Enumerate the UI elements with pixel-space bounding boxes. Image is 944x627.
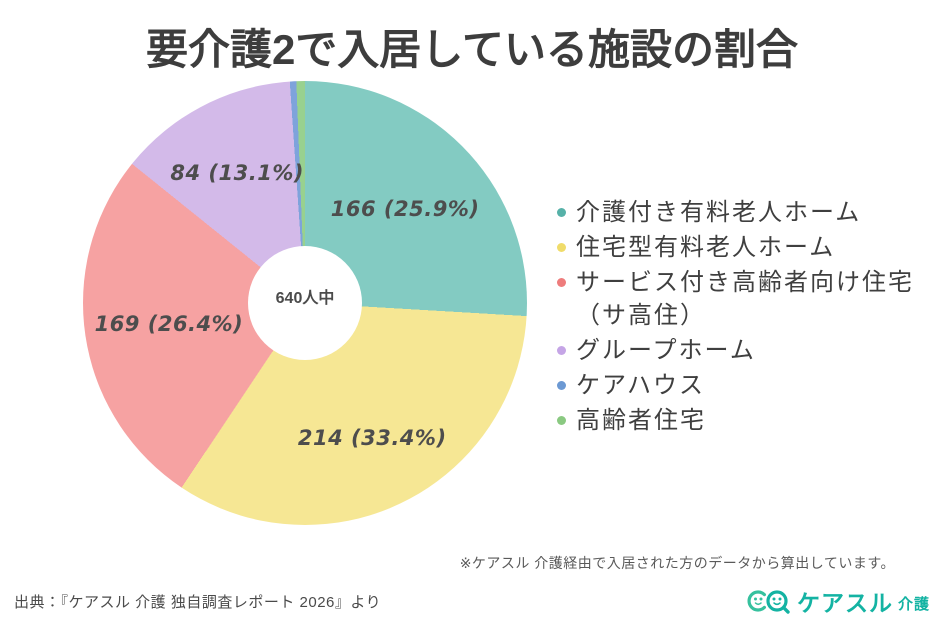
donut-center: 640人中 [248,246,362,360]
legend-label: 高齢者住宅 [576,407,706,434]
legend-dot-icon [557,278,566,287]
smiley-magnifier-logo-icon [747,590,790,614]
slice-value-label: 169 (26.4%) [94,311,244,336]
brand-logo: ケアスル 介護 [746,584,930,618]
footnote: ※ケアスル 介護経由で入居された方のデータから算出しています。 [459,555,895,571]
brand-name: ケアスル [796,590,893,616]
legend-dot-icon [557,346,566,355]
chart-title: 要介護2で入居している施設の割合 [145,26,799,73]
legend-label: ケアハウス [576,372,706,399]
donut-center-label: 640人中 [275,290,335,307]
legend: 介護付き有料老人ホーム 住宅型有料老人ホームサービス付き高齢者向け住宅（サ高住） グ… [557,196,932,439]
slice-value-label: 214 (33.4%) [297,426,447,451]
legend-item: 高齢者住宅 [557,404,932,437]
legend-label: サービス付き高齢者向け住宅（サ高住） [576,269,914,329]
donut-chart: 640人中 166 (25.9%) 214 (33.4%) 169 (26.4%) 8… [83,81,527,525]
source-citation: 出典：『ケアスル 介護 独自調査レポート 2026』より [14,594,382,611]
legend-label: 介護付き有料老人ホーム [576,199,862,226]
legend-dot-icon [557,208,566,217]
legend-dot-icon [557,381,566,390]
legend-label: 住宅型有料老人ホーム [576,234,836,261]
brand-suffix: 介護 [897,596,930,613]
legend-item: グループホーム [557,334,932,367]
legend-item: 住宅型有料老人ホーム [557,231,932,264]
slice-value-label: 84 (13.1%) [170,161,304,186]
legend-item: ケアハウス [557,369,932,402]
slice-value-label: 166 (25.9%) [330,196,480,221]
legend-dot-icon [557,243,566,252]
legend-item: 介護付き有料老人ホーム [557,196,932,229]
legend-dot-icon [557,416,566,425]
legend-item: サービス付き高齢者向け住宅（サ高住） [557,266,932,332]
legend-label: グループホーム [576,337,756,364]
